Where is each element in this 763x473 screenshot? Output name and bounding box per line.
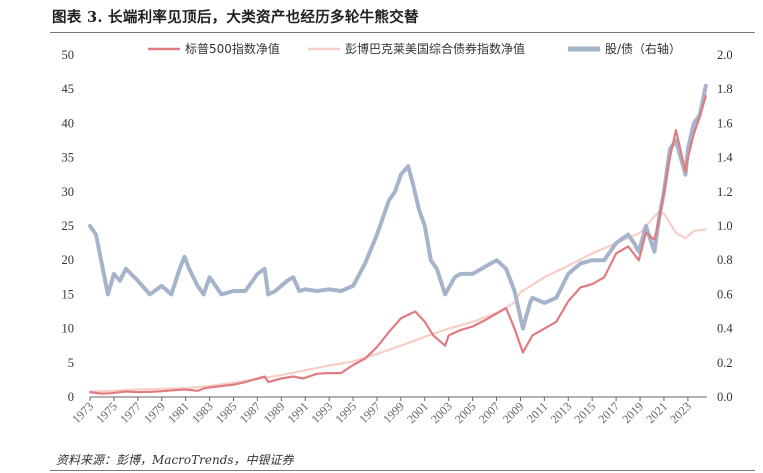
y-left-tick-label: 50	[62, 48, 75, 62]
x-tick-label: 1995	[332, 399, 359, 426]
x-tick-label: 2023	[667, 399, 694, 426]
series-line-bond	[88, 211, 707, 393]
y-right-tick-label: 1.0	[717, 219, 733, 233]
chart-legend: 标普500指数净值 彭博巴克莱美国综合债券指数净值 股/债（右轴）	[148, 41, 681, 56]
x-tick-label: 1993	[308, 399, 335, 426]
y-left-tick-label: 45	[62, 82, 75, 96]
x-tick-label: 2013	[548, 399, 575, 426]
x-tick-label: 2003	[428, 399, 455, 426]
legend-label-ratio: 股/债（右轴）	[605, 41, 681, 56]
x-tick-label: 1989	[261, 399, 288, 426]
x-tick-label: 2019	[619, 399, 646, 426]
y-right-tick-label: 1.6	[717, 116, 733, 130]
x-tick-label: 2001	[404, 399, 431, 426]
x-tick-label: 2015	[571, 399, 598, 426]
y-right-tick-label: 0.2	[717, 356, 733, 370]
x-tick-label: 1999	[380, 399, 407, 426]
y-left-tick-label: 10	[62, 322, 75, 336]
y-left-tick-label: 25	[62, 219, 75, 233]
title-divider	[50, 32, 755, 33]
x-tick-label: 1985	[213, 399, 240, 426]
x-tick-label: 1975	[93, 399, 120, 426]
source-note: 资料来源：彭博，MacroTrends，中银证券	[56, 453, 294, 467]
x-tick-label: 2009	[500, 399, 527, 426]
y-left-tick-label: 35	[62, 151, 75, 165]
series-line-ratio	[88, 83, 708, 331]
plot-area	[88, 83, 708, 395]
y-left-tick-label: 5	[68, 356, 74, 370]
y-right-tick-label: 1.8	[717, 82, 733, 96]
x-tick-label: 1977	[117, 399, 144, 426]
y-right-tick-label: 2.0	[717, 48, 733, 62]
y-right-tick-label: 0.0	[717, 390, 733, 404]
y-right-tick-label: 0.6	[717, 287, 733, 301]
figure-title: 图表 3. 长端利率见顶后，大类资产也经历多轮牛熊交替	[52, 9, 419, 26]
legend-label-sp500: 标普500指数净值	[185, 41, 280, 56]
x-tick-label: 2011	[524, 399, 551, 426]
y-left-tick-label: 30	[62, 185, 75, 199]
y-left-tick-label: 40	[62, 116, 75, 130]
x-tick-label: 1987	[237, 399, 264, 426]
x-tick-label: 1981	[165, 399, 192, 426]
x-tick-label: 1991	[284, 399, 311, 426]
x-tick-label: 2005	[452, 399, 479, 426]
y-right-tick-label: 0.8	[717, 253, 733, 267]
bottom-divider	[50, 470, 755, 471]
x-tick-label: 2007	[476, 399, 503, 426]
y-right-tick-label: 0.4	[717, 322, 733, 336]
y-right-tick-label: 1.2	[717, 185, 733, 199]
x-tick-label: 2021	[643, 399, 670, 426]
y-right-tick-label: 1.4	[717, 151, 733, 165]
series-line-sp500	[88, 94, 707, 395]
y-left-tick-label: 20	[62, 253, 75, 267]
y-left-tick-label: 15	[62, 287, 75, 301]
x-tick-label: 1983	[189, 399, 216, 426]
x-tick-label: 1997	[356, 399, 383, 426]
x-tick-label: 1979	[141, 399, 168, 426]
y-left-tick-label: 0	[68, 390, 74, 404]
legend-label-bond: 彭博巴克莱美国综合债券指数净值	[345, 41, 525, 56]
x-tick-label: 2017	[595, 399, 622, 426]
